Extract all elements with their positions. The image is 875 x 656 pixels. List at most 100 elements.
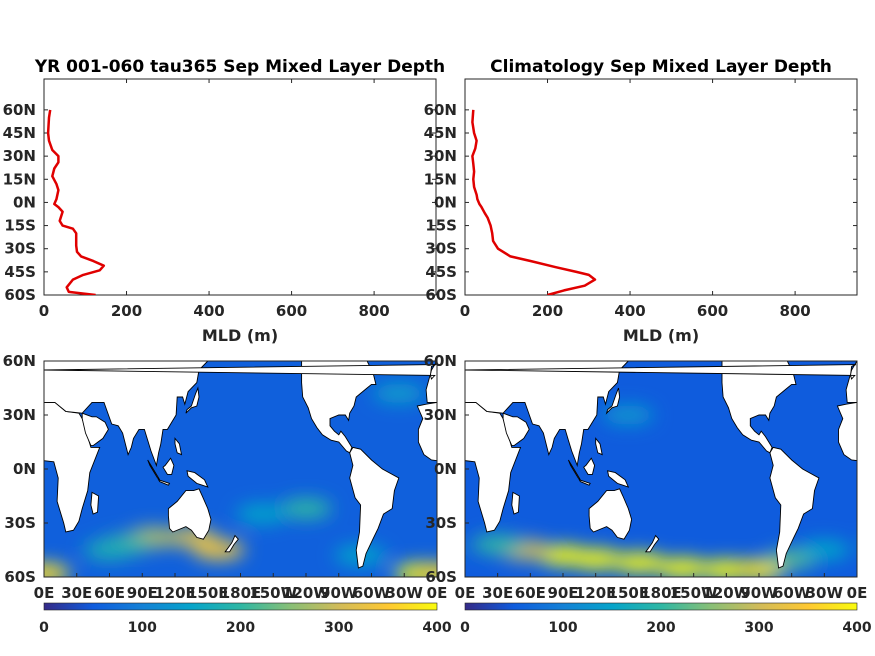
continent-shape: [425, 361, 437, 403]
continent-shape: [607, 470, 630, 488]
x-tick-label: 0E: [455, 584, 476, 602]
continent-shape: [826, 361, 842, 362]
x-tick-label: 60E: [94, 584, 125, 602]
x-tick-label: 150E: [187, 584, 229, 602]
x-axis-label: MLD (m): [202, 326, 278, 345]
y-tick-label: 60N: [3, 101, 36, 119]
y-tick-label: 60S: [4, 286, 36, 304]
continent-shape: [511, 491, 520, 515]
continent-shape: [769, 446, 820, 569]
x-axis-label: MLD (m): [623, 326, 699, 345]
mld-blob: [236, 504, 289, 524]
continent-shape: [583, 457, 596, 475]
x-tick-label: 90W: [740, 584, 778, 602]
x-tick-label: 120W: [702, 584, 750, 602]
colorbar-tick-label: 400: [422, 620, 451, 636]
continent-shape: [578, 478, 591, 486]
continent-shape: [845, 361, 857, 403]
continent-shape: [406, 361, 422, 362]
x-tick-label: 400: [614, 302, 645, 320]
y-tick-label: 45N: [3, 124, 36, 142]
x-tick-label: 400: [193, 302, 224, 320]
continent-shape: [147, 459, 161, 481]
continent-shape: [856, 369, 857, 371]
colorbar-tick-label: 100: [128, 620, 157, 636]
colorbar: [43, 602, 438, 611]
continent-shape: [167, 488, 212, 540]
y-tick-label: 45S: [425, 263, 457, 281]
y-ticks: 60N 45N 30N 15N 0N 15S 30S 45S 60S: [3, 101, 436, 304]
x-tick-label: 150W: [670, 584, 718, 602]
y-tick-label: 60S: [425, 286, 457, 304]
mld-profile-line: [471, 109, 597, 295]
colorbar-tick-label: 200: [646, 620, 675, 636]
x-tick-label: 600: [697, 302, 728, 320]
continent-shape: [416, 401, 437, 462]
continent-shape: [605, 387, 621, 415]
y-tick-label: 0N: [13, 193, 36, 211]
x-tick-label: 60W: [773, 584, 811, 602]
continent-shape: [157, 478, 171, 486]
y-tick-label: 60N: [3, 352, 36, 370]
y-ticks: 60N 30N 0N 30S 60S: [424, 352, 469, 586]
mld-blob: [471, 534, 524, 555]
x-tick-label: 0E: [427, 584, 448, 602]
y-tick-label: 30S: [425, 240, 457, 258]
continent-shape: [349, 446, 400, 569]
mld-blob: [613, 552, 666, 573]
y-tick-label: 60N: [424, 352, 457, 370]
continent-shape: [185, 386, 200, 414]
map-panel-climatology: 0E 30E 60E 90E120E150E180E150W120W90W60W30W…: [424, 352, 872, 636]
colorbar-tick-label: 0: [460, 620, 470, 636]
x-tick-label: 200: [532, 302, 563, 320]
y-tick-label: 30S: [4, 514, 36, 532]
x-ticks: 0E 30E 60E 90E120E150E180E150W120W90W60W30W…: [455, 573, 867, 602]
y-tick-label: 15S: [425, 217, 457, 235]
x-tick-label: 180E: [220, 584, 262, 602]
y-ticks: 60N 30N 0N 30S 60S: [3, 352, 48, 586]
continent-shape: [44, 361, 220, 468]
y-tick-label: 15N: [3, 170, 36, 188]
mld-blob: [83, 540, 136, 560]
x-tick-label: 60W: [353, 584, 391, 602]
continent-shape: [0, 447, 6, 568]
y-tick-label: 0N: [13, 460, 36, 478]
continent-shape: [174, 437, 183, 456]
colorbar-tick-label: 100: [548, 620, 577, 636]
x-tick-label: 800: [779, 302, 810, 320]
x-tick-label: 60E: [515, 584, 546, 602]
continent-shape: [90, 491, 100, 515]
x-tick-label: 120E: [154, 584, 196, 602]
y-tick-label: 30N: [3, 147, 36, 165]
mld-features: [0, 383, 437, 577]
map-panel-model: 0E 30E 60E 90E120E150E180E150W120W90W60W30W…: [0, 352, 813, 636]
mld-blob: [602, 405, 655, 425]
continent-shape: [81, 412, 109, 447]
y-tick-label: 60S: [4, 568, 36, 586]
mld-blob: [44, 563, 70, 577]
x-tick-label: 90E: [547, 584, 578, 602]
colorbar-ticks: 0 100 200 300 400: [460, 620, 872, 636]
colorbar-tick-label: 200: [226, 620, 255, 636]
colorbar-tick-label: 300: [744, 620, 773, 636]
continent-shape: [567, 459, 581, 481]
x-tick-label: 150E: [608, 584, 650, 602]
mld-profile-line: [46, 109, 106, 295]
continent-shape: [799, 357, 813, 361]
x-ticks: 0 200 400 600 800: [460, 79, 811, 320]
y-tick-label: 45N: [424, 124, 457, 142]
y-tick-label: 30S: [425, 514, 457, 532]
continent-shape: [301, 361, 377, 454]
x-tick-label: 180E: [640, 584, 682, 602]
x-tick-label: 0E: [34, 584, 55, 602]
y-tick-label: 60S: [425, 568, 457, 586]
x-tick-label: 120E: [575, 584, 617, 602]
y-tick-label: 30N: [424, 147, 457, 165]
mld-blob: [411, 563, 437, 577]
mld-blob: [0, 383, 32, 403]
continent-shape: [836, 401, 857, 462]
mld-blob: [372, 383, 425, 404]
colorbar-ticks: 0 100 200 300 400: [39, 620, 452, 636]
colorbar: [464, 602, 858, 611]
continent-shape: [588, 488, 633, 540]
